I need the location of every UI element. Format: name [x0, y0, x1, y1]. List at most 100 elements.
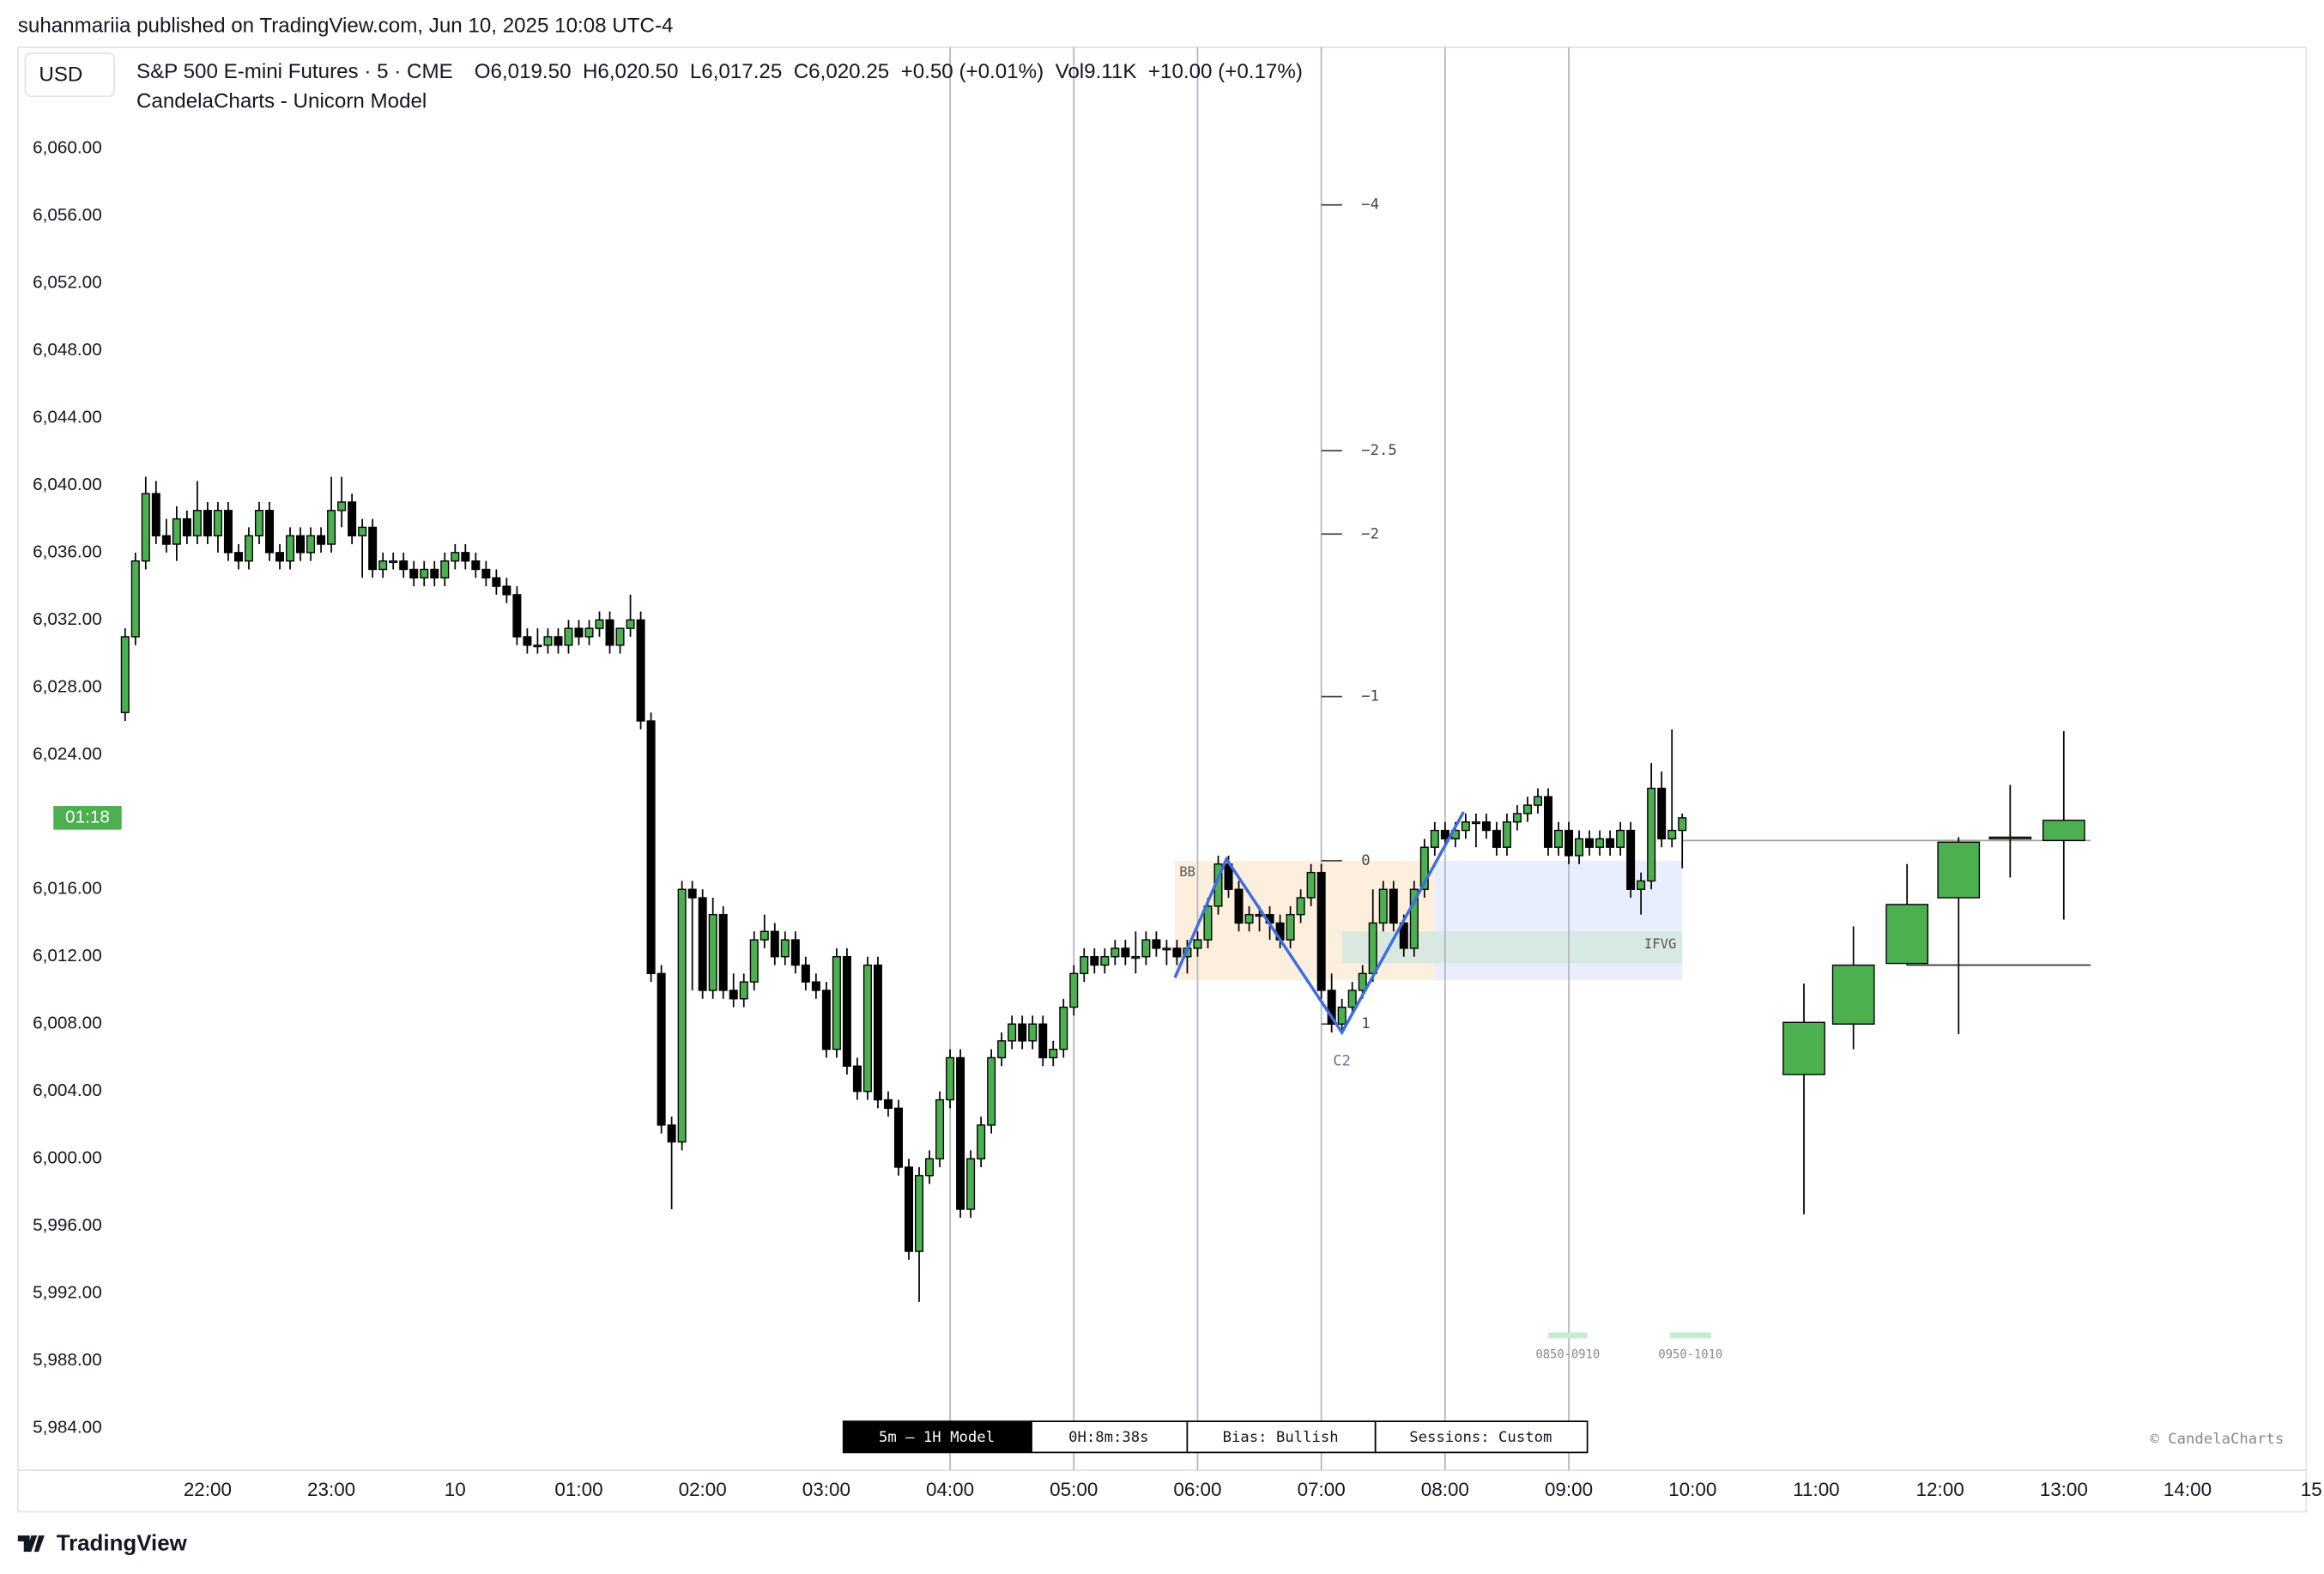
candle-body [1131, 956, 1141, 960]
candle-body [461, 552, 470, 562]
candle-body [348, 501, 357, 536]
zone-label: IFVG [1644, 936, 1676, 952]
x-tick-label: 12:00 [1916, 1479, 1964, 1500]
candle-body [770, 930, 779, 958]
candle-body [1554, 829, 1564, 848]
candle-body [306, 535, 316, 554]
candle-body [2042, 820, 2085, 842]
candle-body [1316, 871, 1326, 991]
candle-body [1502, 821, 1511, 848]
candle-body [1111, 947, 1120, 958]
candle-body [605, 619, 614, 646]
candle-body [1059, 1006, 1068, 1050]
candle-body [1193, 939, 1202, 949]
candle-body [1286, 913, 1295, 941]
candle-body [687, 888, 697, 899]
x-tick-label: 11:00 [1793, 1479, 1839, 1500]
candle-body [1378, 888, 1388, 924]
y-tick-label: 6,056.00 [33, 205, 102, 225]
candle-body [420, 568, 429, 578]
candle-body [554, 636, 563, 646]
status-text: Sessions: Custom [1409, 1429, 1552, 1446]
status-cell [842, 1420, 1032, 1454]
x-tick-label: 01:00 [554, 1479, 602, 1500]
candle-body [1090, 956, 1099, 966]
back-layer [17, 47, 2307, 1471]
candle-body [1080, 956, 1089, 975]
candle-body [130, 560, 140, 638]
candle-body [915, 1175, 924, 1252]
candle-body [801, 964, 810, 983]
candle-body [718, 913, 728, 991]
x-tick-label: 10:00 [1668, 1479, 1716, 1500]
candle-body [595, 619, 604, 629]
candle-body [141, 493, 150, 562]
currency[interactable]: USD [39, 63, 82, 86]
y-tick-label: 5,992.00 [33, 1283, 102, 1303]
candle-body [1616, 829, 1625, 848]
candle-body [223, 510, 233, 554]
indicator-name[interactable]: CandelaCharts - Unicorn Model [136, 90, 427, 113]
candle-body [1575, 838, 1584, 857]
status-cell [1031, 1420, 1189, 1454]
candle-body [935, 1099, 945, 1159]
candle-body [1069, 972, 1079, 1008]
currency-button[interactable] [24, 52, 115, 98]
fib-label: −2.5 [1361, 442, 1397, 459]
candle-body [1637, 880, 1646, 890]
candle-body [1162, 947, 1171, 951]
point-label: C2 [1333, 1052, 1351, 1069]
x-tick-label: 03:00 [802, 1479, 850, 1500]
status-cell [1374, 1420, 1589, 1454]
fvg-band [1341, 931, 1683, 964]
candle-body [543, 636, 553, 646]
fib-label: −4 [1361, 197, 1379, 214]
brand[interactable]: TradingView [57, 1531, 188, 1555]
candle-body [1152, 939, 1161, 949]
y-tick-label: 6,028.00 [33, 676, 102, 696]
candle-body [213, 510, 222, 536]
candle-body [1606, 838, 1615, 848]
candle-body [409, 568, 419, 578]
candle-body [997, 1040, 1007, 1059]
candle-body [636, 619, 645, 722]
candle-body [893, 1107, 903, 1168]
candle-body [1678, 817, 1687, 832]
candle-body [1471, 821, 1480, 825]
zigzag-line [1173, 811, 1465, 1036]
y-tick-label: 6,008.00 [33, 1014, 102, 1033]
candle-body [1368, 922, 1377, 975]
candle-body [1831, 964, 1875, 1025]
candle-body [1358, 972, 1367, 991]
candle-body [574, 627, 584, 638]
candle-body [192, 510, 202, 536]
y-tick-label: 6,000.00 [33, 1148, 102, 1168]
candle-body [120, 636, 130, 713]
candle-body [1585, 838, 1595, 848]
candle-body [749, 939, 759, 983]
status-text: Bias: Bullish [1223, 1429, 1339, 1446]
candle-body [1028, 1023, 1038, 1042]
publish-line: suhanmariia published on TradingView.com… [18, 14, 674, 37]
candle-body [852, 1065, 862, 1093]
candle-body [1461, 821, 1470, 832]
candle-body [275, 552, 285, 562]
price-badge-label: 01:18 [65, 807, 110, 826]
candle-body [1419, 846, 1429, 890]
status-table: 5m – 1H Model 0H:8m:38s Bias: Bullish Se… [842, 1420, 1589, 1454]
zone-label: BB [1179, 864, 1195, 880]
candle-body [584, 627, 594, 638]
candle-body [821, 990, 831, 1050]
candle-body [1409, 888, 1419, 949]
candle-body [358, 526, 367, 536]
candle-body [1306, 871, 1316, 899]
x-tick-label: 14:00 [2164, 1479, 2212, 1500]
candle-body [264, 510, 275, 554]
y-tick-label: 6,016.00 [33, 879, 102, 899]
candle-body [1440, 829, 1449, 840]
y-tick-label: 6,048.00 [33, 340, 102, 360]
session-label: 0950-1010 [1658, 1347, 1722, 1361]
candle-body [481, 568, 491, 578]
